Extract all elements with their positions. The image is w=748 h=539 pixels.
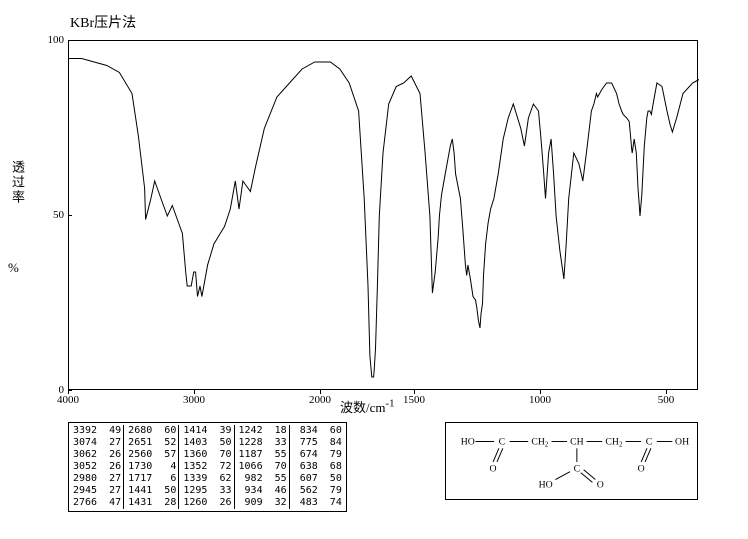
svg-text:CH2: CH2	[605, 436, 623, 448]
y-tick-mark	[68, 215, 72, 216]
svg-text:O: O	[638, 464, 645, 475]
svg-text:CH: CH	[570, 436, 584, 447]
x-tick-mark	[666, 390, 667, 394]
x-tick-label: 3000	[174, 394, 214, 406]
x-tick-mark	[194, 390, 195, 394]
spectrum-line	[69, 41, 699, 391]
chart-title: KBr压片法	[70, 12, 136, 32]
svg-text:C: C	[499, 436, 506, 447]
y-tick-mark	[68, 40, 72, 41]
x-axis-label: 波数/cm-1	[340, 397, 395, 416]
svg-text:C: C	[646, 436, 653, 447]
y-tick-label: 100	[34, 34, 64, 46]
x-tick-label: 2000	[300, 394, 340, 406]
svg-text:HO: HO	[461, 436, 475, 447]
y-axis-pct: %	[8, 260, 19, 276]
structure-svg: HO C CH2 CH CH2 C OH O O C HO O	[446, 423, 697, 499]
svg-text:CH2: CH2	[531, 436, 549, 448]
x-tick-label: 500	[646, 394, 686, 406]
svg-text:HO: HO	[539, 479, 553, 490]
chart-plot-area	[68, 40, 698, 390]
x-tick-label: 1000	[520, 394, 560, 406]
svg-text:O: O	[490, 464, 497, 475]
peak-column-group: 1414 39 1403 50 1360 70 1352 72 1339 62 …	[181, 425, 234, 509]
x-tick-mark	[68, 390, 69, 394]
peak-column-group: 2680 60 2651 52 2560 57 1730 4 1717 6 14…	[126, 425, 179, 509]
x-tick-mark	[414, 390, 415, 394]
svg-text:OH: OH	[675, 436, 689, 447]
peak-column-group: 834 60 775 84 674 79 638 68 607 50 562 7…	[292, 425, 344, 509]
y-tick-label: 50	[34, 209, 64, 221]
x-tick-mark	[540, 390, 541, 394]
x-tick-label: 4000	[48, 394, 88, 406]
peak-table: 3392 49 3074 27 3062 26 3052 26 2980 27 …	[68, 422, 347, 512]
x-tick-label: 1500	[394, 394, 434, 406]
peak-column-group: 3392 49 3074 27 3062 26 3052 26 2980 27 …	[71, 425, 124, 509]
peak-column-group: 1242 18 1228 33 1187 55 1066 70 982 55 9…	[237, 425, 290, 509]
svg-text:O: O	[597, 479, 604, 490]
y-axis-label: 透过率	[8, 160, 27, 205]
molecular-structure: HO C CH2 CH CH2 C OH O O C HO O	[445, 422, 698, 500]
svg-text:C: C	[574, 464, 581, 475]
x-tick-mark	[320, 390, 321, 394]
